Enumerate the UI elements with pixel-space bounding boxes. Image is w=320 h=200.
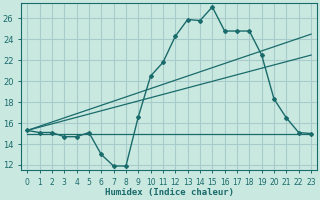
- X-axis label: Humidex (Indice chaleur): Humidex (Indice chaleur): [105, 188, 234, 197]
